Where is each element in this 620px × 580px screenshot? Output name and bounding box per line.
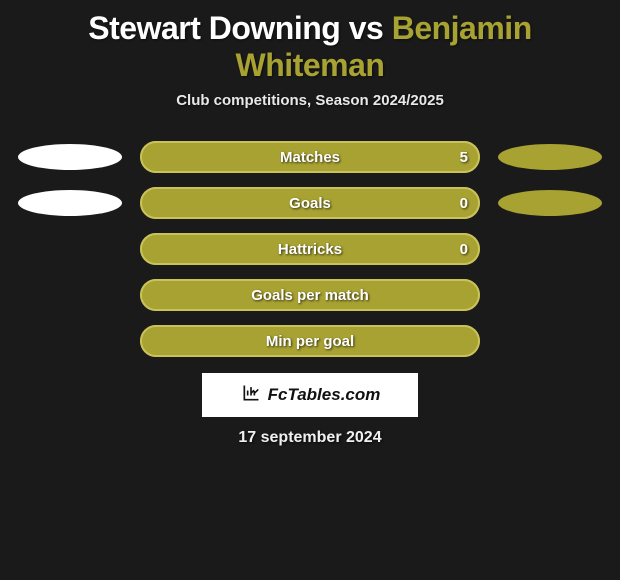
subtitle: Club competitions, Season 2024/2025 <box>0 92 620 109</box>
brand-text: FcTables.com <box>268 385 381 405</box>
stat-label: Hattricks <box>140 233 480 265</box>
stat-rows: Matches5Goals0Hattricks0Goals per matchM… <box>0 141 620 357</box>
player2-marker <box>498 328 602 354</box>
stat-label: Goals per match <box>140 279 480 311</box>
stat-row: Min per goal <box>0 325 620 357</box>
stat-value-right: 5 <box>460 141 468 173</box>
stat-value-right: 0 <box>460 187 468 219</box>
stat-bar: Goals0 <box>140 187 480 219</box>
chart-icon <box>240 383 262 408</box>
player1-marker <box>18 190 122 216</box>
stat-row: Goals per match <box>0 279 620 311</box>
stat-label: Goals <box>140 187 480 219</box>
player1-marker <box>18 144 122 170</box>
player1-name: Stewart Downing <box>88 10 340 46</box>
page-title: Stewart Downing vs Benjamin Whiteman <box>0 6 620 92</box>
stat-label: Min per goal <box>140 325 480 357</box>
stat-row: Hattricks0 <box>0 233 620 265</box>
player2-marker <box>498 144 602 170</box>
player2-marker <box>498 190 602 216</box>
stat-value-right: 0 <box>460 233 468 265</box>
stat-bar: Hattricks0 <box>140 233 480 265</box>
date-text: 17 september 2024 <box>0 429 620 447</box>
stat-bar: Min per goal <box>140 325 480 357</box>
player1-marker <box>18 328 122 354</box>
stat-bar: Matches5 <box>140 141 480 173</box>
stat-row: Goals0 <box>0 187 620 219</box>
player2-marker <box>498 236 602 262</box>
comparison-card: Stewart Downing vs Benjamin Whiteman Clu… <box>0 0 620 447</box>
brand-badge: FcTables.com <box>202 373 418 417</box>
stat-label: Matches <box>140 141 480 173</box>
player2-marker <box>498 282 602 308</box>
player1-marker <box>18 282 122 308</box>
vs-text: vs <box>349 10 384 46</box>
stat-row: Matches5 <box>0 141 620 173</box>
player1-marker <box>18 236 122 262</box>
stat-bar: Goals per match <box>140 279 480 311</box>
